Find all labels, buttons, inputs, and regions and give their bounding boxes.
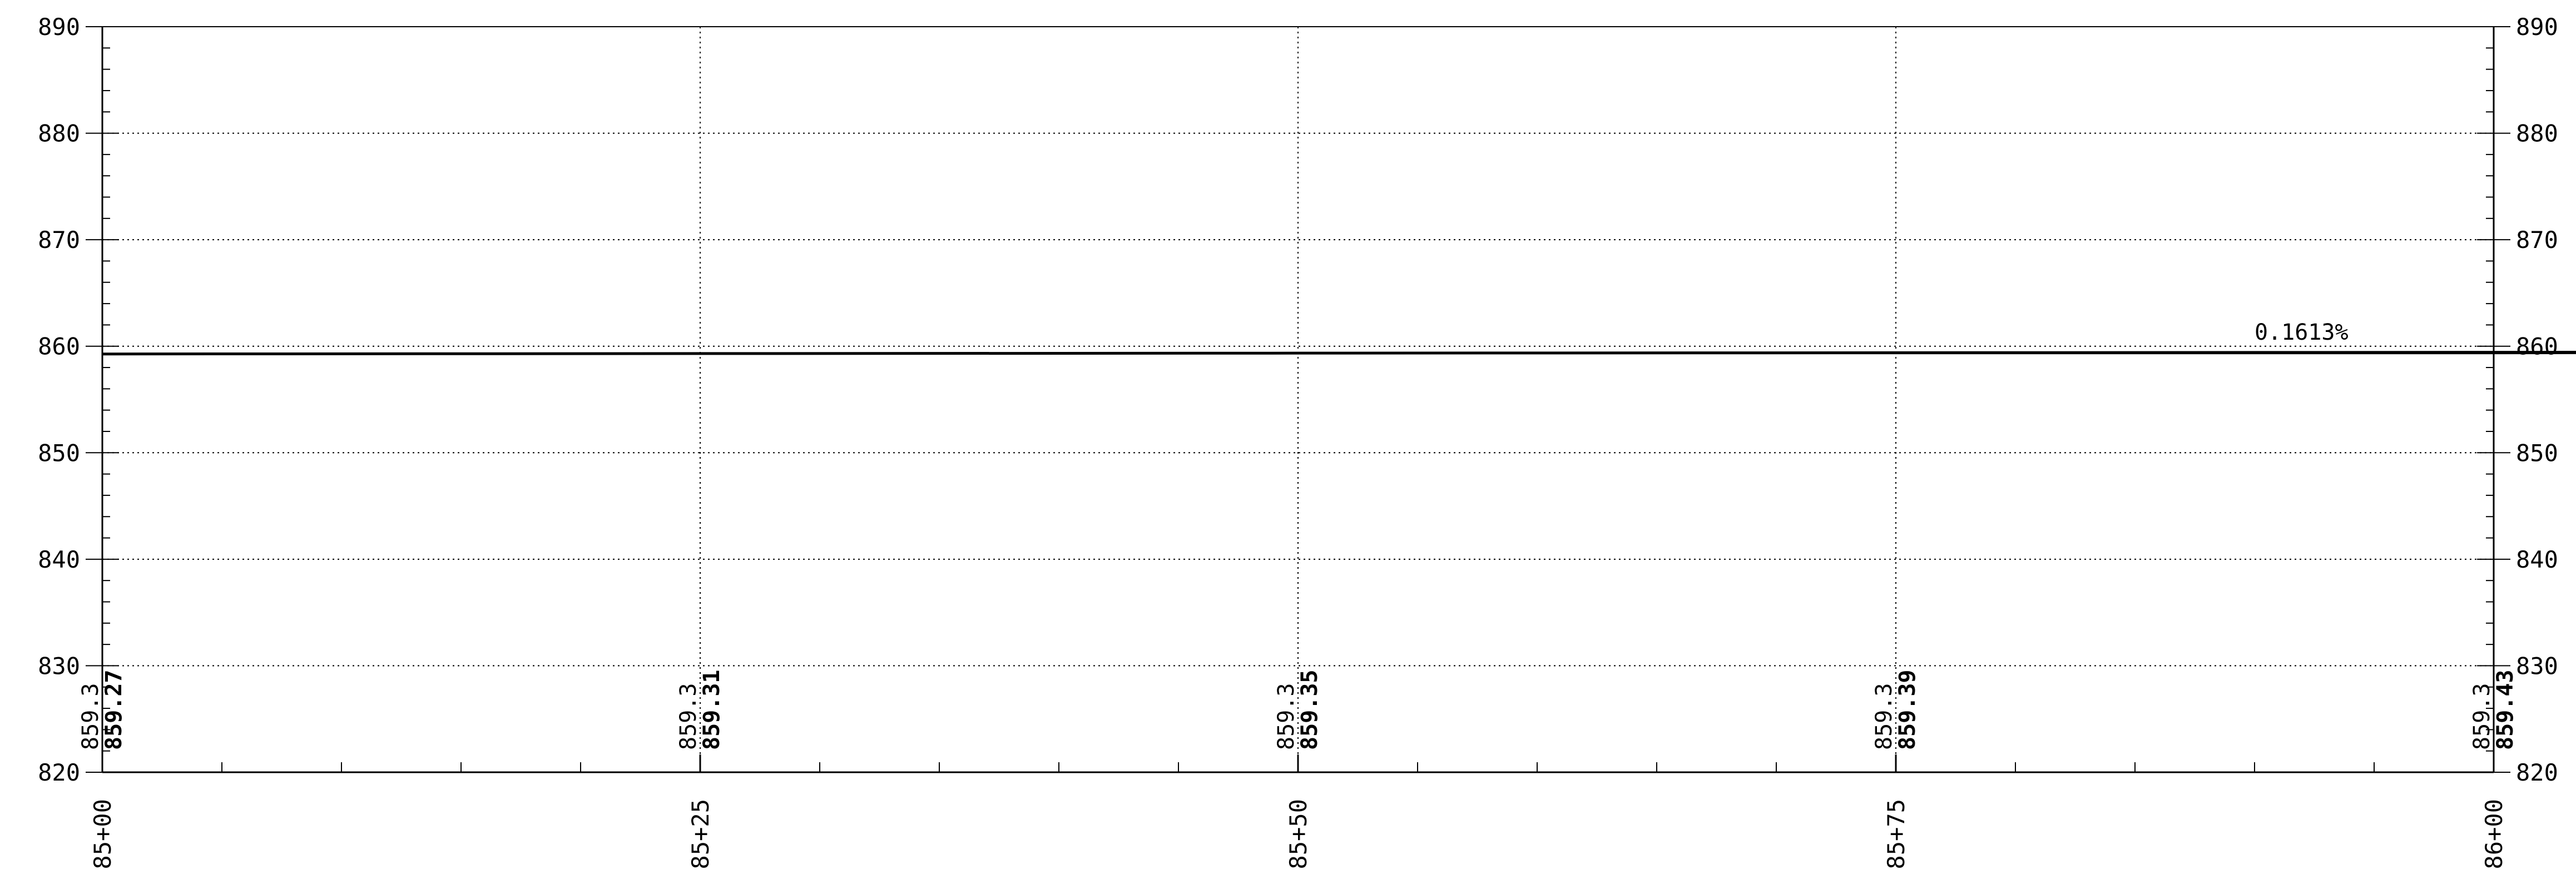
y-tick-label-left: 870 [38,226,80,254]
y-tick-label-right: 830 [2516,652,2558,679]
y-tick-label-left: 860 [38,333,80,360]
grid [102,27,2494,772]
series-layer [102,351,2576,356]
y-tick-label-right: 860 [2516,333,2558,360]
y-tick-label-right: 820 [2516,759,2558,786]
annotations-layer: 0.1613%4.8881%PVC 86+75.00ELEV 859.55PVT… [2255,320,2349,345]
y-axis-ticks: 820 820 830 830 840 840 850 850 860 860 870 870 880 8… [38,13,2558,786]
y-tick-label-left: 830 [38,652,80,679]
y-tick-label-right: 850 [2516,439,2558,466]
x-tick-label: 85+50 [1285,799,1312,869]
y-tick-label-left: 880 [38,120,80,147]
x-axis-ticks: 85+0085+2585+5085+7586+0086+2586+5086+75… [89,754,2508,869]
proposed-elevation-label: 859.27 [101,670,127,751]
existing-elevation-label: 859.3 [1871,683,1897,750]
y-tick-label-left: 850 [38,439,80,466]
existing-elevation-label: 859.3 [78,683,103,750]
x-tick-label: 86+00 [2480,799,2508,869]
proposed-profile-line [102,351,2576,356]
y-tick-label-right: 880 [2516,120,2558,147]
y-tick-label-right: 870 [2516,226,2558,254]
grade-label: 0.1613% [2255,320,2349,345]
y-tick-label-left: 820 [38,759,80,786]
y-tick-label-right: 840 [2516,546,2558,573]
y-tick-label-left: 840 [38,546,80,573]
existing-elevation-label: 859.3 [2469,683,2495,750]
proposed-elevation-label: 859.35 [1297,670,1322,751]
proposed-elevation-label: 859.43 [2493,670,2518,751]
x-tick-label: 85+75 [1883,799,1910,869]
y-tick-label-right: 890 [2516,13,2558,41]
y-tick-label-left: 890 [38,13,80,41]
proposed-elevation-label: 859.31 [699,670,725,751]
x-tick-label: 85+25 [687,799,714,869]
existing-elevation-label: 859.3 [676,683,701,750]
proposed-elevation-label: 859.39 [1895,670,1920,751]
x-tick-label: 85+00 [89,799,116,869]
existing-elevation-label: 859.3 [1274,683,1299,750]
